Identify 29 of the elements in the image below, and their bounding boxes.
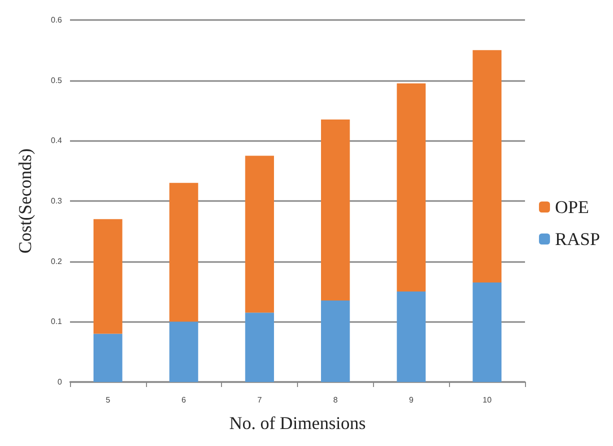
bar [245, 156, 274, 313]
bar [169, 322, 198, 382]
bar [321, 300, 350, 382]
bar [396, 292, 426, 382]
y-axis-title: Cost(Seconds) [15, 148, 35, 254]
x-tick-label: 7 [257, 396, 262, 404]
x-tick-label: 10 [482, 396, 492, 404]
x-axis-title: No. of Dimensions [229, 413, 366, 433]
y-tick-label: 0.5 [50, 76, 63, 85]
y-tick-label: 0.6 [50, 16, 63, 24]
y-tick-label: 0.3 [50, 196, 63, 206]
bar [321, 120, 350, 301]
bar [245, 312, 274, 382]
bar [94, 334, 122, 382]
x-tick-label: 5 [106, 396, 111, 404]
legend-label: OPE [554, 197, 589, 217]
bar [472, 282, 502, 382]
bar [94, 219, 122, 334]
bar [472, 50, 502, 282]
legend-label: RASP [554, 229, 600, 249]
x-tick-label: 9 [409, 396, 414, 404]
y-tick-label: 0 [58, 378, 63, 386]
bar [169, 182, 198, 322]
x-tick-label: 8 [333, 396, 338, 404]
x-tick-label: 6 [182, 396, 187, 404]
bar [396, 83, 426, 292]
y-tick-label: 0.1 [50, 317, 63, 326]
y-tick-label: 0.2 [50, 256, 63, 266]
y-tick-label: 0.4 [50, 136, 63, 146]
